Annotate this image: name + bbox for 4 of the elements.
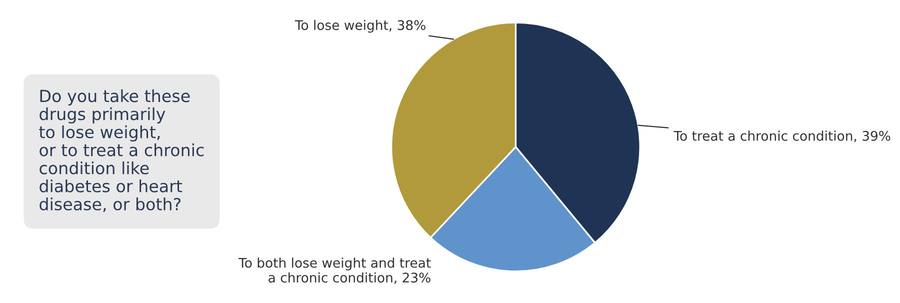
text: Do you take these drugs primarily to lose weight, or to treat a chronic condition like diabetes or heart disease, or both?: [39, 89, 204, 212]
slice-label: To lose weight, 38%: [294, 20, 426, 33]
slice-label: To treat a chronic condition, 39%: [674, 130, 890, 142]
slice-label: To both lose weight and treat a chronic condition, 23%: [238, 258, 431, 284]
